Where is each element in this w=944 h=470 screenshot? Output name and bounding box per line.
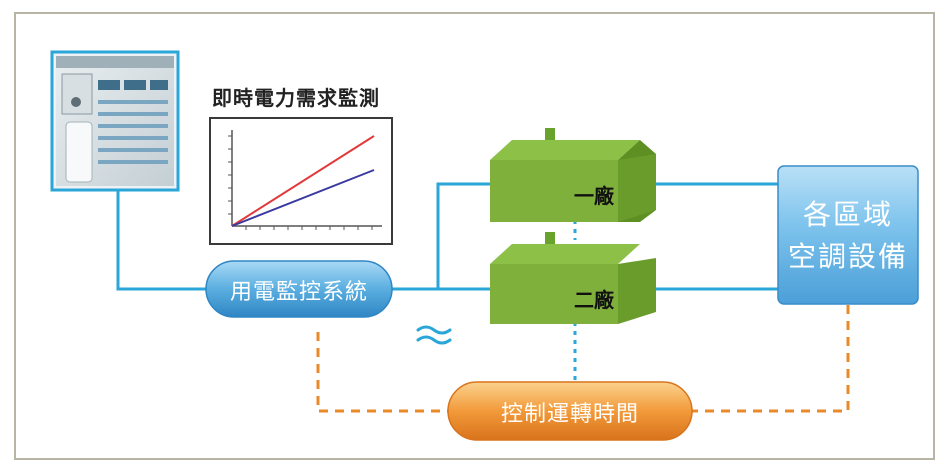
control-panel-photo (50, 50, 180, 192)
line-chart-icon (209, 117, 393, 245)
water-wave-icon (416, 325, 452, 345)
ac-equipment-box (777, 165, 919, 305)
factory-1-label: 一廠 (574, 184, 614, 208)
ac-equipment-label: 各區域 空調設備 (787, 198, 908, 273)
factory-2-label: 二廠 (574, 288, 614, 312)
control-left-dashed (316, 332, 448, 413)
connection-lines (116, 182, 778, 291)
chart-blue-series (231, 169, 375, 227)
photo-to-system-line (116, 190, 206, 291)
power-system-label: 用電監控系統 (229, 280, 368, 305)
power-system-pill (205, 260, 393, 318)
control-time-pill (447, 381, 693, 441)
factory-building-icon-1 (490, 128, 656, 222)
control-loop-lines (316, 305, 850, 413)
factory-building-icon-2 (490, 232, 656, 324)
chart-red-series (231, 135, 375, 227)
control-right-dashed (692, 305, 850, 413)
control-time-label: 控制運轉時間 (500, 402, 639, 427)
branch-to-factory1-line (436, 182, 496, 289)
chart-title: 即時電力需求監測 (212, 86, 380, 110)
